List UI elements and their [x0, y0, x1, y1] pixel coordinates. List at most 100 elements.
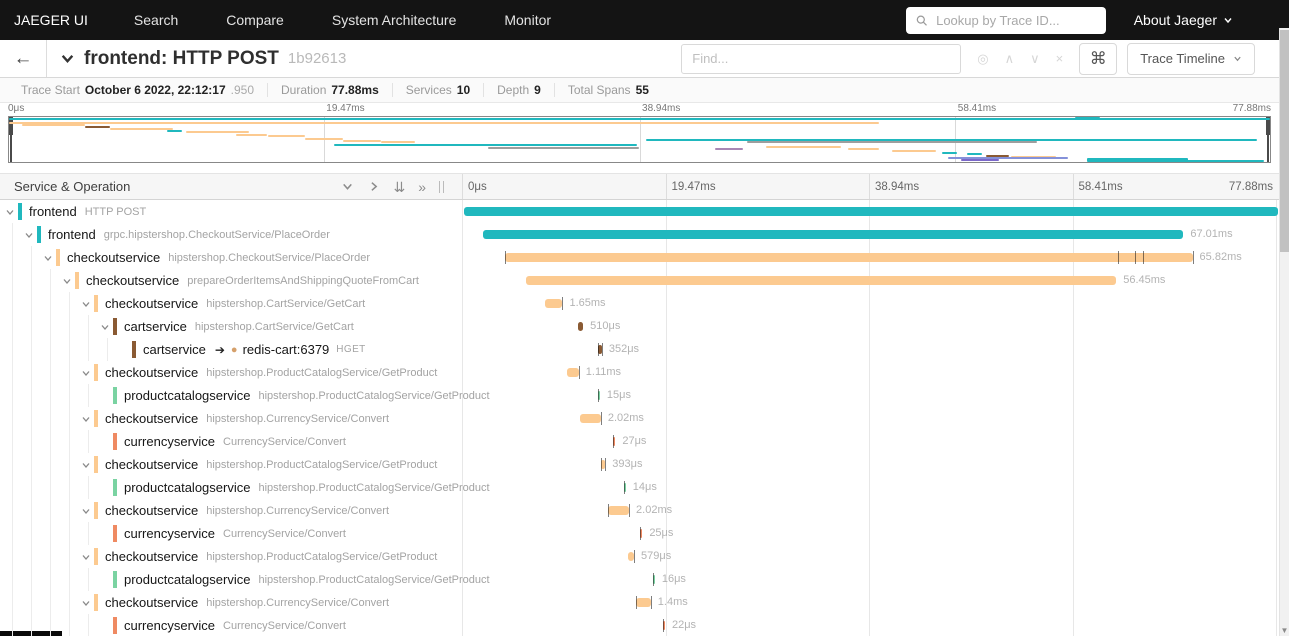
trace-lookup-box[interactable] [905, 6, 1106, 34]
indent-guide [50, 614, 51, 636]
span-tree-cell[interactable]: currencyservice CurrencyService/Convert [0, 522, 559, 545]
collapse-all-icon[interactable]: ⇊ [393, 178, 406, 195]
expand-chevron-icon[interactable] [2, 206, 18, 218]
indent-guide [69, 614, 70, 636]
find-input[interactable] [690, 50, 953, 67]
service-name: productcatalogservice [124, 388, 251, 403]
match-target-icon[interactable]: ◎ [977, 50, 989, 66]
minimap-span [765, 145, 842, 148]
collapse-trace-chevron-icon[interactable] [60, 51, 75, 66]
find-controls: ◎ ∧ ∨ × [961, 51, 1079, 67]
expand-chevron-icon[interactable] [78, 298, 94, 310]
expand-chevron-icon[interactable] [40, 252, 56, 264]
span-bar[interactable] [636, 598, 651, 607]
span-tree-cell[interactable]: cartservice hipstershop.CartService/GetCa… [0, 315, 559, 338]
find-box[interactable] [681, 43, 962, 74]
span-bar[interactable] [577, 322, 584, 331]
span-tree-cell[interactable]: productcatalogservice hipstershop.Product… [0, 568, 559, 591]
minimap-span [109, 127, 173, 130]
span-bar[interactable] [628, 552, 635, 561]
nav-item-monitor[interactable]: Monitor [504, 12, 552, 28]
span-tree-cell[interactable]: checkoutservice hipstershop.CheckoutServi… [0, 246, 502, 269]
span-tree-cell[interactable]: checkoutservice hipstershop.CurrencyServi… [0, 407, 540, 430]
operation-name: hipstershop.CartService/GetCart [206, 297, 366, 310]
scrollbar-down-arrow[interactable]: ▼ [1280, 626, 1289, 635]
span-tree-cell[interactable]: productcatalogservice hipstershop.Product… [0, 384, 559, 407]
span-tree-cell[interactable]: checkoutservice hipstershop.CartService/G… [0, 292, 540, 315]
expand-chevron-icon[interactable] [21, 229, 37, 241]
span-bar[interactable] [567, 368, 579, 377]
span-tree-cell[interactable]: frontend grpc.hipstershop.CheckoutService… [0, 223, 483, 246]
span-bar[interactable] [601, 460, 606, 469]
nav-item-compare[interactable]: Compare [226, 12, 284, 28]
nav-item-search[interactable]: Search [133, 12, 179, 28]
span-bar[interactable] [607, 506, 630, 515]
span-tree-cell[interactable]: currencyservice CurrencyService/Convert [0, 614, 559, 636]
span-tree-cell[interactable]: currencyservice CurrencyService/Convert [0, 430, 559, 453]
indent-guide [31, 453, 32, 476]
expand-chevron-icon[interactable] [78, 597, 94, 609]
nav-item-system-architecture[interactable]: System Architecture [331, 12, 457, 28]
service-color-bar [113, 525, 117, 542]
minimap-canvas[interactable] [8, 116, 1271, 163]
operation-name: hipstershop.CurrencyService/Convert [206, 504, 390, 517]
minimap-span [84, 125, 110, 128]
span-tree-cell[interactable]: checkoutservice hipstershop.CurrencyServi… [0, 591, 540, 614]
summary-label: Trace Start [21, 83, 80, 97]
trace-title[interactable]: frontend: HTTP POST [84, 47, 279, 69]
expand-chevron-icon[interactable] [78, 505, 94, 517]
timeline-tick-label: 19.47ms [665, 174, 716, 199]
minimap-left-scrubber[interactable] [9, 117, 13, 162]
expand-chevron-icon[interactable] [78, 459, 94, 471]
collapse-one-icon[interactable] [341, 180, 354, 193]
span-tree-cell[interactable]: checkoutservice hipstershop.ProductCatalo… [0, 361, 540, 384]
expand-chevron-icon[interactable] [59, 275, 75, 287]
minimap-right-scrubber[interactable] [1266, 117, 1270, 162]
trace-lookup-input[interactable] [934, 11, 1096, 29]
span-bar[interactable] [464, 207, 1278, 216]
span-tree-cell[interactable]: productcatalogservice hipstershop.Product… [0, 476, 559, 499]
span-bar[interactable] [526, 276, 1117, 285]
vertical-scrollbar[interactable]: ▼ [1279, 28, 1289, 636]
indent-guide [88, 568, 89, 591]
span-track: 67.01ms [483, 223, 1279, 246]
service-name: frontend [48, 227, 96, 242]
timeline-gridline [462, 200, 463, 636]
chevron-down-icon [1224, 18, 1232, 24]
span-tree-cell[interactable]: cartservice ➔ ● redis-cart:6379 HGET [0, 338, 578, 361]
keyboard-shortcuts-button[interactable]: ⌘ [1079, 42, 1118, 75]
span-bar[interactable] [483, 230, 1184, 239]
span-boundary-tick [504, 251, 506, 264]
span-tree-cell[interactable]: checkoutservice hipstershop.CurrencyServi… [0, 499, 540, 522]
column-resize-grip[interactable] [439, 180, 444, 193]
expand-chevron-icon[interactable] [78, 367, 94, 379]
span-track: 579μs [540, 545, 1279, 568]
span-bar[interactable] [598, 345, 602, 354]
span-tree-cell[interactable]: checkoutservice hipstershop.ProductCatalo… [0, 453, 540, 476]
expand-chevron-icon[interactable] [78, 413, 94, 425]
trace-span-row: productcatalogservice hipstershop.Product… [0, 384, 1279, 407]
service-operation-title: Service & Operation [14, 179, 131, 194]
service-name: currencyservice [124, 618, 216, 633]
span-tree-cell[interactable]: checkoutservice hipstershop.ProductCatalo… [0, 545, 540, 568]
expand-all-icon[interactable]: » [418, 178, 426, 195]
expand-chevron-icon[interactable] [97, 321, 113, 333]
span-bar[interactable] [504, 253, 1193, 262]
indent-guide [69, 476, 70, 499]
span-tree-cell[interactable]: frontend HTTP POST [0, 200, 464, 223]
span-tree-cell[interactable]: checkoutservice prepareOrderItemsAndShipp… [0, 269, 521, 292]
trace-view-select[interactable]: Trace Timeline [1127, 42, 1255, 75]
span-bar[interactable] [545, 299, 563, 308]
clear-find-icon[interactable]: × [1055, 51, 1064, 66]
scrollbar-thumb[interactable] [1280, 30, 1289, 252]
span-track: 352μs [578, 338, 1279, 361]
span-track: 1.65ms [540, 292, 1279, 315]
prev-match-icon[interactable]: ∧ [1004, 50, 1015, 66]
app-logo[interactable]: JAEGER UI [14, 12, 88, 28]
about-jaeger-menu[interactable]: About Jaeger [1134, 12, 1233, 28]
expand-one-icon[interactable] [367, 180, 380, 193]
expand-chevron-icon[interactable] [78, 551, 94, 563]
back-button[interactable]: ← [0, 40, 47, 77]
span-bar[interactable] [579, 414, 601, 423]
next-match-icon[interactable]: ∨ [1030, 50, 1040, 66]
